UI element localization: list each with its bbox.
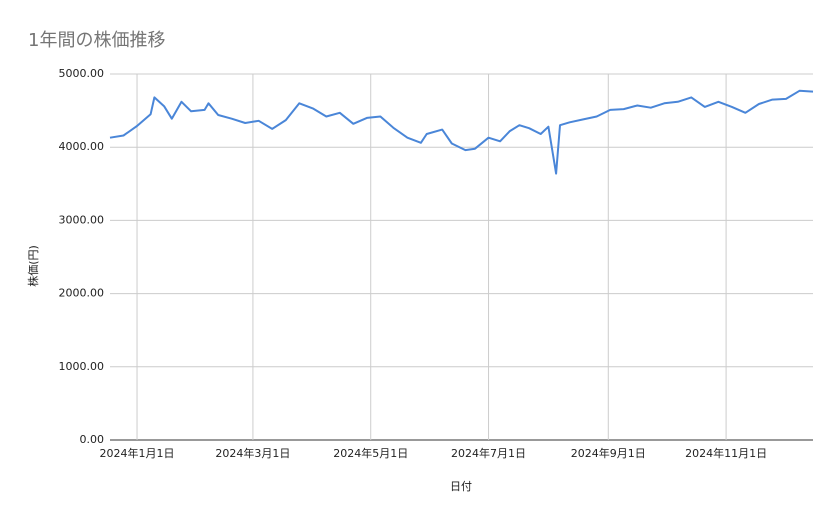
y-tick-label: 3000.00 bbox=[59, 213, 105, 226]
y-tick-label: 5000.00 bbox=[59, 67, 105, 80]
y-tick-label: 2000.00 bbox=[59, 287, 105, 300]
x-tick-label: 2024年9月1日 bbox=[571, 446, 646, 460]
data-line bbox=[109, 89, 814, 175]
x-tick-label: 2024年11月1日 bbox=[685, 446, 767, 460]
y-tick-label: 4000.00 bbox=[59, 140, 105, 153]
x-tick-label: 2024年7月1日 bbox=[451, 446, 526, 460]
y-axis-label: 株価(円) bbox=[26, 245, 40, 287]
x-tick-label: 2024年3月1日 bbox=[215, 446, 290, 460]
x-tick-label: 2024年1月1日 bbox=[100, 446, 175, 460]
chart-title: 1年間の株価推移 bbox=[28, 30, 165, 51]
y-tick-label: 0.00 bbox=[80, 433, 105, 446]
x-tick-label: 2024年5月1日 bbox=[333, 446, 408, 460]
y-tick-label: 1000.00 bbox=[59, 360, 105, 373]
x-axis-label: 日付 bbox=[450, 480, 472, 493]
